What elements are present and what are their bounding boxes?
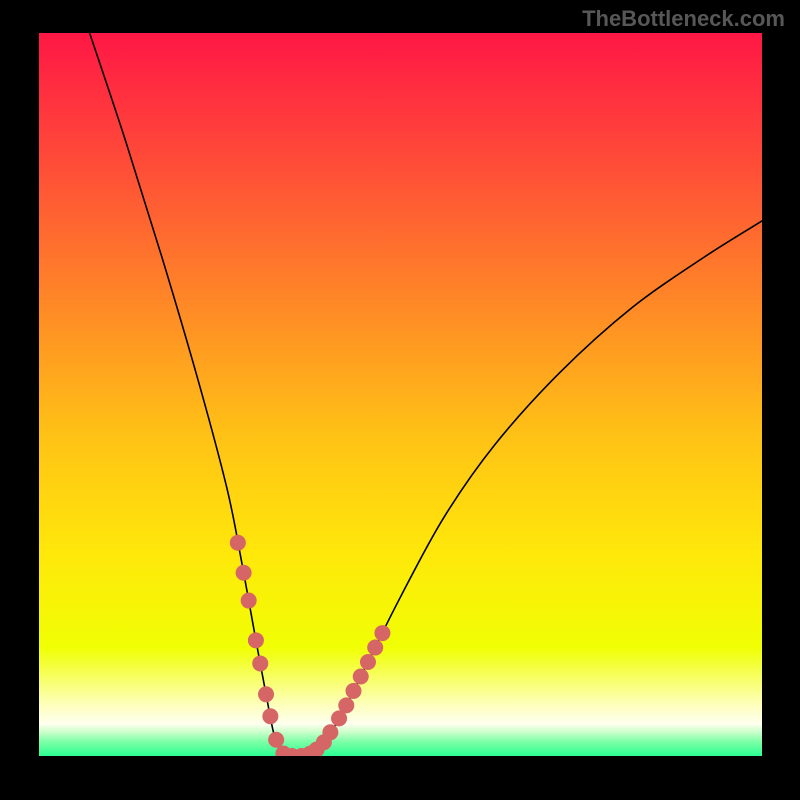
data-marker xyxy=(241,593,257,609)
plot-area xyxy=(39,33,762,756)
data-marker xyxy=(346,683,362,699)
data-marker xyxy=(374,625,390,641)
data-marker xyxy=(268,732,284,748)
chart-root: TheBottleneck.com xyxy=(0,0,800,800)
plot-svg xyxy=(39,33,762,756)
gradient-background xyxy=(39,33,762,756)
data-marker xyxy=(262,708,278,724)
data-marker xyxy=(236,565,252,581)
data-marker xyxy=(353,668,369,684)
data-marker xyxy=(360,654,376,670)
data-marker xyxy=(258,686,274,702)
data-marker xyxy=(252,655,268,671)
data-marker xyxy=(367,640,383,656)
data-marker xyxy=(230,535,246,551)
data-marker xyxy=(322,724,338,740)
data-marker xyxy=(248,632,264,648)
watermark-text: TheBottleneck.com xyxy=(582,6,785,32)
data-marker xyxy=(338,697,354,713)
